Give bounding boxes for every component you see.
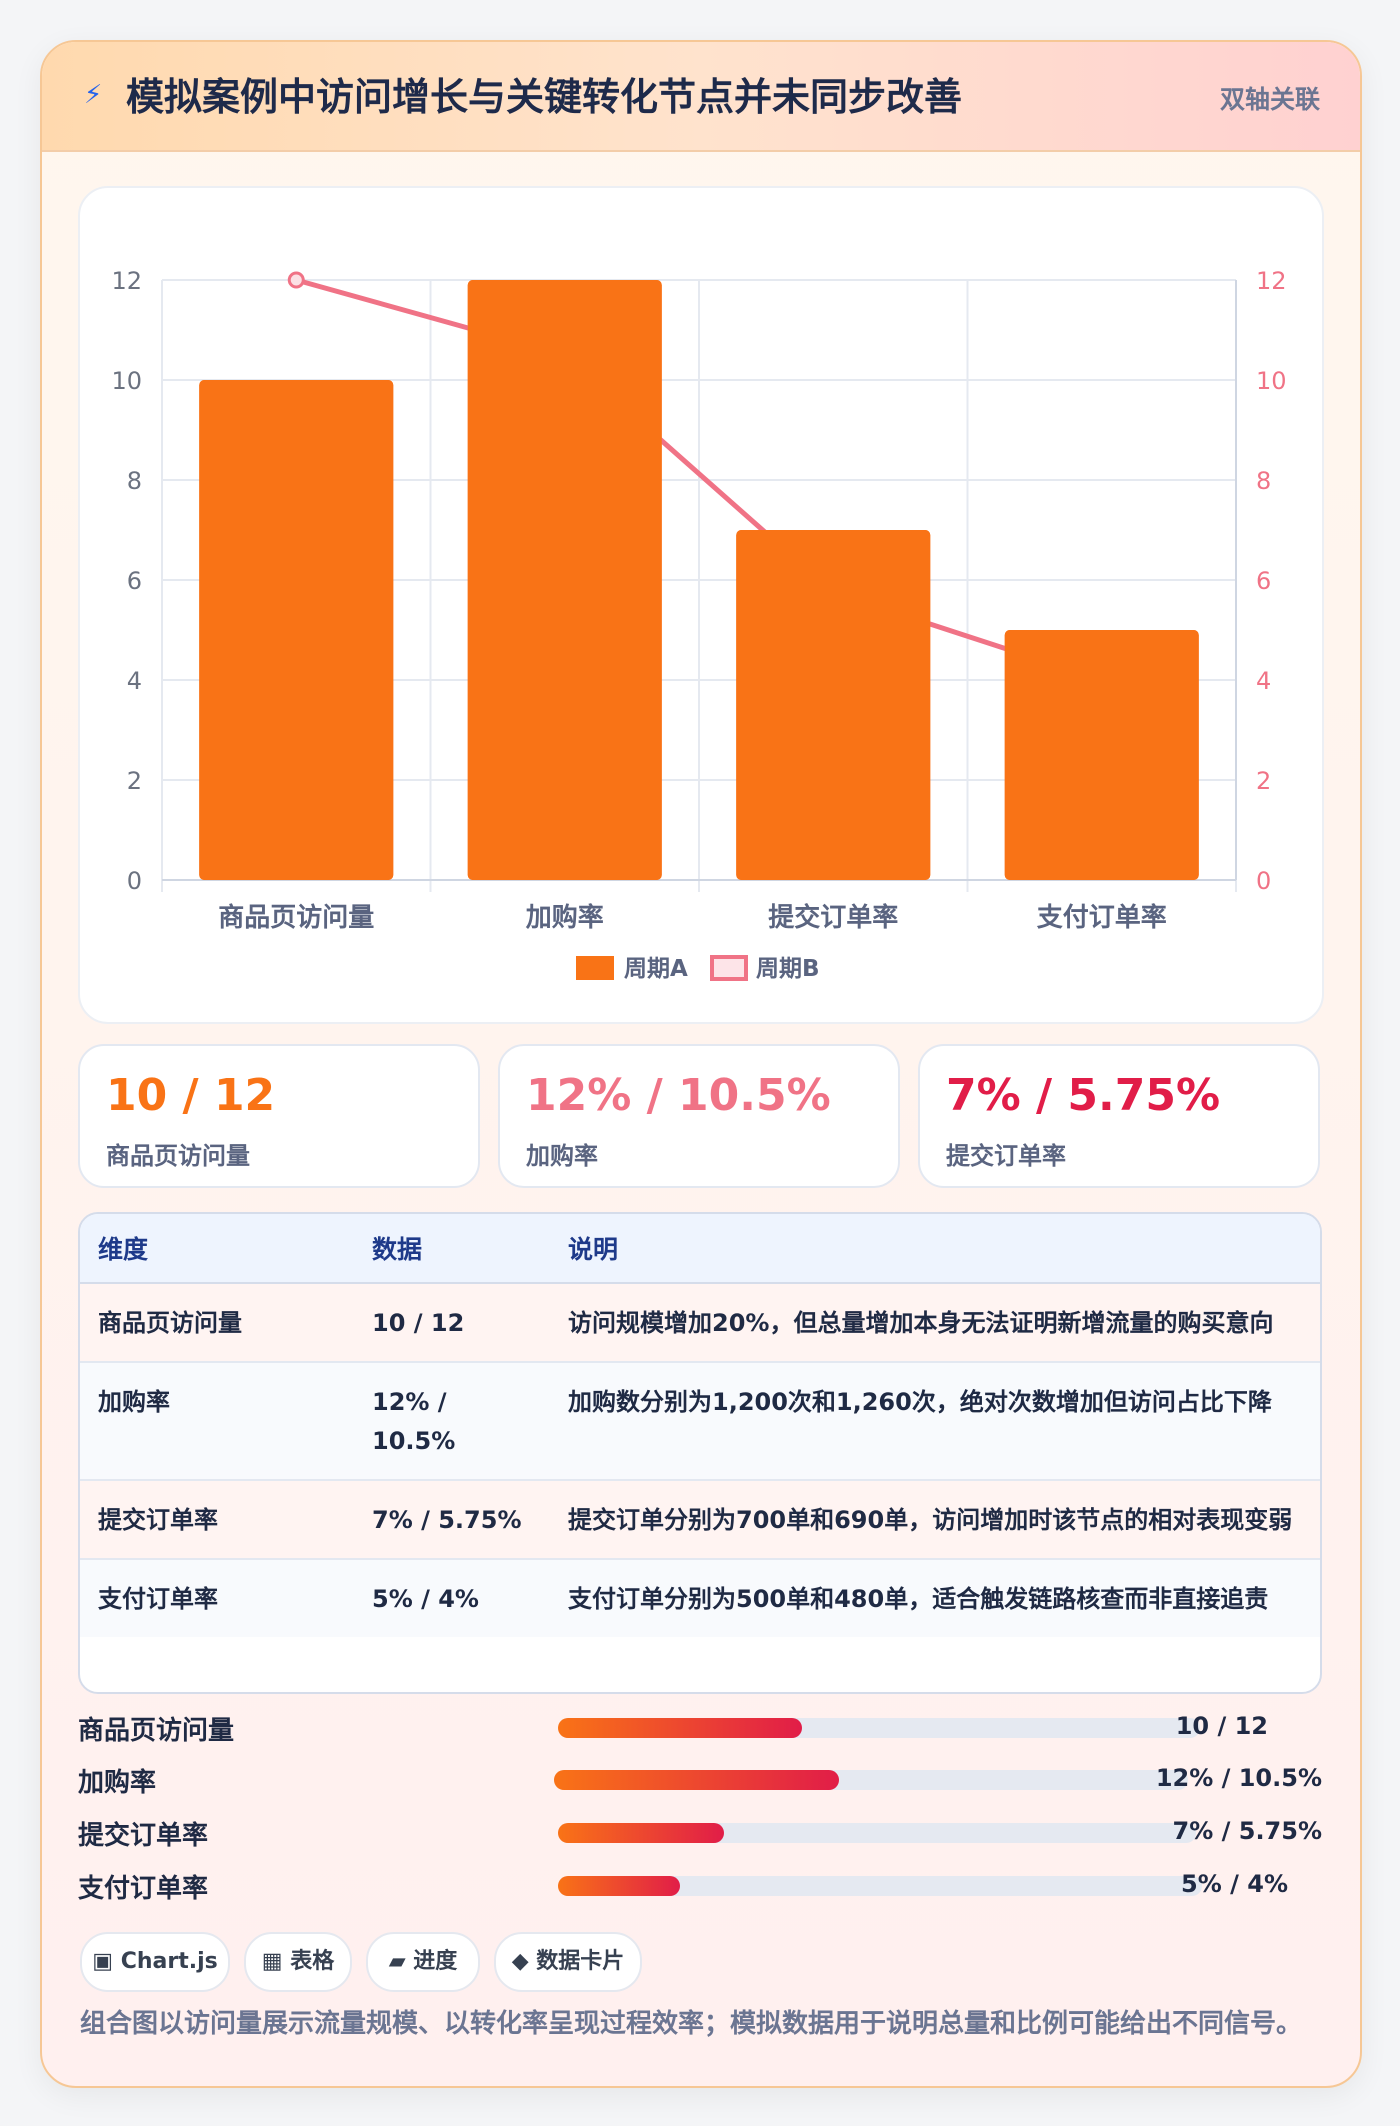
progress-value: 10 / 12 [1175,1712,1268,1740]
legend-label: 周期B [756,956,820,982]
footnote: 组合图以访问量展示流量规模、以转化率呈现过程效率；模拟数据用于说明总量和比例可能… [80,2009,1303,2039]
y-tick-label: 10 [111,367,142,395]
chip-label: Chart.js [120,1949,218,1974]
x-tick-label: 支付订单率 [1037,902,1167,933]
progress-row: 支付订单率 5% / 4% [78,1864,1322,1904]
kpi-label: 商品页访问量 [106,1142,250,1170]
card-header: ⚡ 模拟案例中访问增长与关键转化节点并未同步改善 双轴关联 [42,42,1360,152]
y2-tick-label: 0 [1256,867,1271,895]
lightning-icon: ⚡ [84,80,103,110]
progress-label: 提交订单率 [78,1821,209,1851]
progress-row: 加购率 12% / 10.5% [78,1758,1322,1798]
bar-overlay [736,530,931,880]
progress-track [558,1876,1202,1896]
column-header: 维度 [80,1214,354,1284]
column-header: 说明 [550,1214,1320,1284]
report-card: ⚡ 模拟案例中访问增长与关键转化节点并未同步改善 双轴关联 0 2 4 6 8 10 12 0… [40,40,1362,2088]
y2-tick-label: 2 [1256,767,1271,795]
x-tick-label: 商品页访问量 [218,902,374,933]
y2-tick-label: 10 [1256,367,1287,395]
table-cell: 10 / 12 [354,1283,550,1363]
dual-axis-tag: 双轴关联 [1219,85,1320,114]
bar-overlay [1004,630,1199,880]
diamond-icon: ◆ [511,1949,529,1974]
y2-tick-label: 6 [1256,567,1271,595]
table-row: 加购率 12% / 10.5% 加购数分别为1,200次和1,260次，绝对次数… [80,1362,1320,1481]
progress-fill [558,1718,802,1738]
progress-label: 支付订单率 [78,1874,209,1904]
table-cell: 7% / 5.75% [354,1480,550,1560]
page-title: 模拟案例中访问增长与关键转化节点并未同步改善 [126,75,963,119]
y-tick-label: 4 [127,667,142,695]
table-header-row: 维度 数据 说明 [80,1214,1320,1284]
chart-svg: 0 2 4 6 8 10 12 0 2 4 6 8 10 12 商品页访问量 加购率 提交订单率 支付订单率周期A… [111,267,1287,982]
y-tick-label: 6 [127,567,142,595]
y2-tick-label: 4 [1256,667,1271,695]
chip-data-card[interactable]: ◆ 数据卡片 [494,1932,642,1992]
chip-label: 表格 [290,1949,335,1974]
progress-value: 7% / 5.75% [1172,1817,1322,1845]
progress-fill [554,1770,840,1790]
bar-overlay [467,280,662,880]
y-tick-label: 8 [127,467,142,495]
series-line [295,277,1103,683]
x-tick-label: 提交订单率 [768,902,898,933]
kpi-card-visits: 10 / 12 商品页访问量 [78,1044,480,1188]
chip-progress[interactable]: ▰ 进度 [366,1932,480,1992]
progress-label: 加购率 [78,1768,157,1798]
progress-value: 12% / 10.5% [1155,1764,1322,1792]
progress-row: 商品页访问量 10 / 12 [78,1706,1322,1746]
line-point [287,271,305,289]
kpi-value: 12% / 10.5% [526,1070,831,1121]
progress-track [558,1823,1196,1843]
progress-track [558,1718,1200,1738]
legend-label: 周期A [624,956,688,982]
combo-chart: 0 2 4 6 8 10 12 0 2 4 6 8 10 12 商品页访问量 加购率 提交订单率 支付订单率周期A… [78,186,1324,1024]
table-cell: 加购率 [80,1362,354,1481]
kpi-card-add-to-cart: 12% / 10.5% 加购率 [498,1044,900,1188]
table-row: 提交订单率 7% / 5.75% 提交订单分别为700单和690单，访问增加时该… [80,1480,1320,1560]
chip-table[interactable]: ▦ 表格 [244,1932,352,1992]
progress-label: 商品页访问量 [78,1716,235,1746]
table-cell: 提交订单率 [80,1480,354,1560]
table-cell: 商品页访问量 [80,1283,354,1363]
progress-track [554,1770,1188,1790]
kpi-value: 10 / 12 [106,1070,276,1121]
table-cell: 加购数分别为1,200次和1,260次，绝对次数增加但访问占比下降 [550,1362,1320,1481]
progress-icon: ▰ [388,1949,406,1974]
table-cell: 5% / 4% [354,1559,550,1637]
y-tick-label: 2 [127,767,142,795]
table-cell: 提交订单分别为700单和690单，访问增加时该节点的相对表现变弱 [550,1480,1320,1560]
kpi-label: 加购率 [526,1142,598,1170]
table-row: 支付订单率 5% / 4% 支付订单分别为500单和480单，适合触发链路核查而… [80,1559,1320,1637]
kpi-card-submit-order: 7% / 5.75% 提交订单率 [918,1044,1320,1188]
y2-tick-label: 12 [1256,267,1287,295]
table-cell: 支付订单率 [80,1559,354,1637]
chip-chartjs[interactable]: ▣ Chart.js [80,1932,230,1992]
legend-swatch-bar [576,956,614,980]
y-tick-label: 12 [111,267,142,295]
kpi-label: 提交订单率 [946,1142,1066,1170]
y2-tick-label: 8 [1256,467,1271,495]
table-row: 商品页访问量 10 / 12 访问规模增加20%，但总量增加本身无法证明新增流量… [80,1283,1320,1363]
progress-fill [558,1823,724,1843]
progress-fill [558,1876,681,1896]
table-cell: 支付订单分别为500单和480单，适合触发链路核查而非直接追责 [550,1559,1320,1637]
table-cell: 12% / 10.5% [354,1362,550,1481]
kpi-value: 7% / 5.75% [946,1070,1221,1121]
column-header: 数据 [354,1214,550,1284]
data-table: 维度 数据 说明 商品页访问量 10 / 12 访问规模增加20%，但总量增加本… [78,1212,1322,1694]
x-tick-label: 加购率 [526,902,604,933]
progress-value: 5% / 4% [1181,1870,1288,1898]
bar-overlay [199,380,394,880]
chip-label: 进度 [413,1949,458,1974]
legend-swatch-line [710,955,748,981]
chart-icon: ▣ [92,1949,114,1974]
progress-row: 提交订单率 7% / 5.75% [78,1811,1322,1851]
y-tick-label: 0 [127,867,142,895]
table-icon: ▦ [261,1949,283,1974]
table-cell: 访问规模增加20%，但总量增加本身无法证明新增流量的购买意向 [550,1283,1320,1363]
chip-label: 数据卡片 [536,1949,625,1974]
